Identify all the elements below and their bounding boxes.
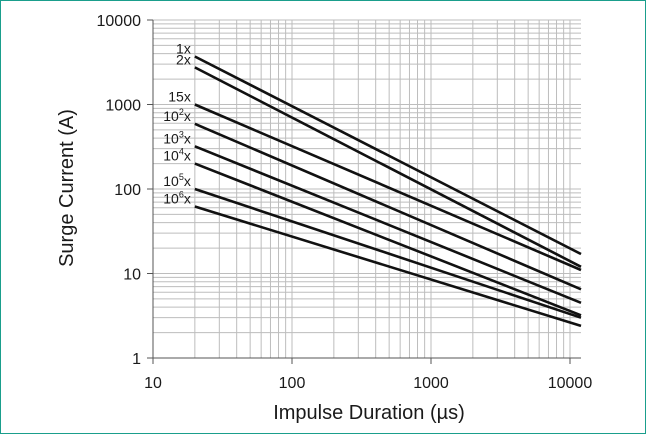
series-line	[194, 162, 582, 317]
series-label: 104x	[163, 147, 191, 164]
series-label: 15x	[168, 89, 191, 105]
series-label: 106x	[163, 190, 191, 207]
y-tick-label: 10	[123, 267, 141, 284]
y-axis-title: Surge Current (A)	[56, 109, 78, 267]
series-label: 1x	[176, 40, 191, 56]
series-lines	[194, 55, 582, 328]
series-line	[194, 55, 582, 256]
series-label: 105x	[163, 172, 191, 189]
series-label: 2x	[176, 51, 191, 67]
series-line	[194, 103, 582, 272]
series-line	[194, 145, 582, 305]
series-line	[194, 122, 582, 291]
series-line	[194, 187, 582, 319]
axes	[147, 19, 581, 364]
x-tick-label: 10000	[548, 375, 593, 392]
series-label: 102x	[163, 107, 191, 124]
series-label: 103x	[163, 129, 191, 146]
y-tick-label: 10000	[97, 13, 142, 30]
x-axis-title: Impulse Duration (µs)	[273, 402, 465, 424]
series-line	[194, 66, 582, 268]
x-tick-label: 1000	[413, 375, 449, 392]
series-line	[194, 205, 582, 328]
x-tick-label: 10	[144, 375, 162, 392]
y-tick-label: 100	[114, 182, 141, 199]
x-tick-label: 100	[279, 375, 306, 392]
y-tick-label: 1	[132, 351, 141, 368]
y-tick-label: 1000	[105, 98, 141, 115]
